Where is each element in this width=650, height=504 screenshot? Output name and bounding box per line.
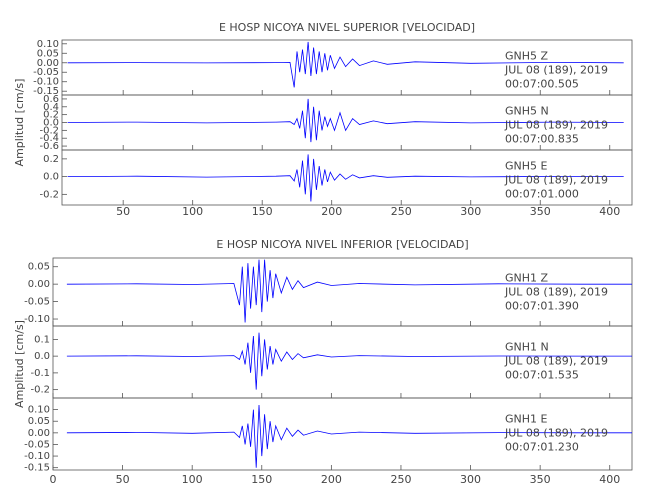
chart-title: E HOSP NICOYA NIVEL SUPERIOR [VELOCIDAD]: [219, 21, 475, 34]
y-tick-label: -0.2: [39, 125, 59, 136]
panel-frame: [61, 149, 633, 206]
y-tick-label: 0.2: [43, 110, 59, 121]
x-tick-label: 250: [390, 473, 411, 486]
waveform: [67, 154, 624, 202]
date-label: JUL 08 (189), 2019: [504, 427, 608, 440]
y-tick-label: -0.6: [39, 141, 59, 152]
y-tick-label: 0.1: [34, 334, 50, 345]
chart-title: E HOSP NICOYA NIVEL INFERIOR [VELOCIDAD]: [216, 238, 468, 251]
y-tick-label: -0.1: [30, 368, 50, 379]
x-tick-label: 400: [599, 473, 620, 486]
waveform: [66, 332, 632, 390]
time-label: 00:07:00.505: [505, 78, 579, 91]
y-tick-label: 0.2: [43, 154, 59, 165]
time-label: 00:07:00.835: [505, 133, 579, 146]
station-label: GNH1 Z: [505, 271, 549, 284]
date-label: JUL 08 (189), 2019: [504, 174, 608, 187]
station-label: GNH1 E: [505, 413, 548, 426]
y-tick-label: 0.10: [28, 405, 50, 416]
y-tick-label: 0.05: [28, 262, 50, 273]
time-label: 00:07:01.230: [505, 441, 579, 454]
y-tick-label: 0.6: [43, 94, 59, 105]
y-tick-label: -0.2: [39, 189, 59, 200]
date-label: JUL 08 (189), 2019: [504, 355, 608, 368]
time-label: 00:07:01.535: [505, 369, 579, 382]
date-label: JUL 08 (189), 2019: [504, 119, 608, 132]
time-label: 00:07:01.000: [505, 188, 579, 201]
x-tick-label: 50: [116, 473, 130, 486]
x-tick-label: 250: [391, 205, 412, 218]
x-tick-label: 50: [116, 205, 130, 218]
y-tick-label: 0.0: [34, 351, 50, 362]
y-tick-label: -0.15: [33, 86, 59, 97]
y-axis-label: Amplitud [cm/s]: [13, 320, 26, 408]
y-tick-label: -0.2: [30, 385, 50, 396]
y-tick-label: -0.10: [33, 77, 59, 88]
y-tick-label: -0.10: [24, 314, 50, 325]
x-tick-label: 350: [530, 205, 551, 218]
y-tick-label: 0.0: [43, 172, 59, 183]
y-tick-label: -0.05: [33, 67, 59, 78]
y-tick-label: 0.00: [28, 279, 50, 290]
date-label: JUL 08 (189), 2019: [504, 64, 608, 77]
y-tick-label: 0.0: [43, 118, 59, 129]
x-tick-label: 350: [530, 473, 551, 486]
y-tick-label: -0.05: [24, 439, 50, 450]
station-label: GNH1 N: [505, 341, 549, 354]
y-tick-label: 0.05: [28, 416, 50, 427]
y-tick-label: -0.4: [39, 133, 59, 144]
panel-frame: [52, 397, 633, 471]
station-label: GNH5 N: [505, 105, 549, 118]
y-tick-label: 0.00: [37, 58, 59, 69]
station-label: GNH5 Z: [505, 50, 549, 63]
waveform: [66, 259, 632, 323]
x-tick-label: 400: [599, 205, 620, 218]
y-tick-label: 0.10: [37, 39, 59, 50]
waveform: [67, 41, 624, 88]
time-label: 00:07:01.390: [505, 299, 579, 312]
y-tick-label: -0.05: [24, 297, 50, 308]
station-label: GNH5 E: [505, 160, 548, 173]
y-tick-label: 0.4: [43, 102, 59, 113]
x-tick-label: 300: [460, 473, 481, 486]
date-label: JUL 08 (189), 2019: [504, 285, 608, 298]
x-tick-label: 300: [460, 205, 481, 218]
x-tick-label: 100: [182, 473, 203, 486]
x-tick-label: 100: [182, 205, 203, 218]
x-tick-label: 150: [251, 473, 272, 486]
y-axis-label: Amplitud [cm/s]: [13, 79, 26, 167]
x-tick-label: 200: [321, 473, 342, 486]
y-tick-label: 0.00: [28, 428, 50, 439]
x-tick-label: 0: [50, 473, 57, 486]
x-tick-label: 200: [321, 205, 342, 218]
x-tick-label: 150: [252, 205, 273, 218]
y-tick-label: 0.05: [37, 48, 59, 59]
y-tick-label: -0.10: [24, 451, 50, 462]
waveform: [67, 98, 624, 143]
y-tick-label: -0.15: [24, 463, 50, 474]
waveform: [66, 404, 632, 468]
